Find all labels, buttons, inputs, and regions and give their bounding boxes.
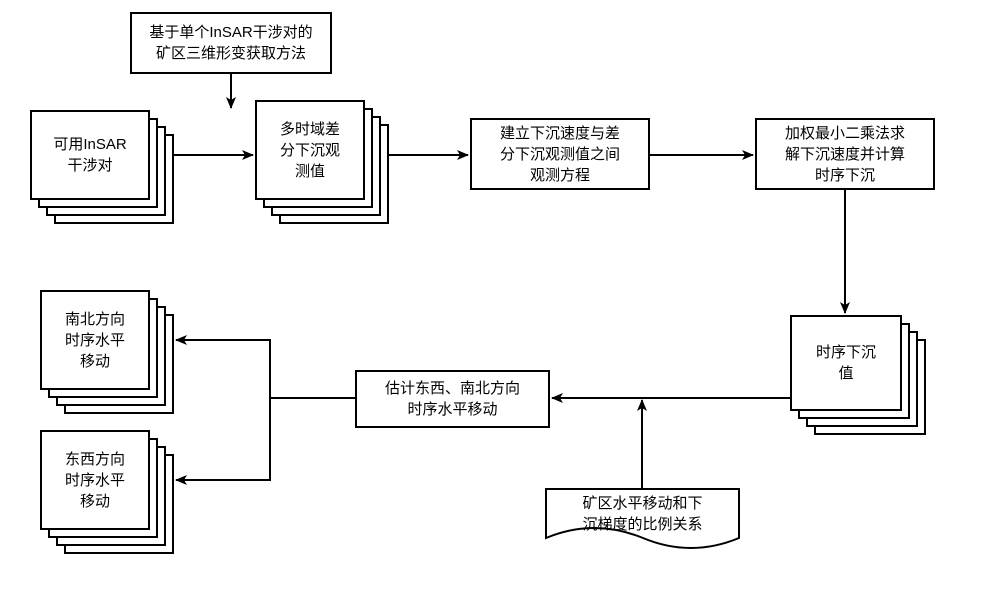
ew-output-label: 东西方向 时序水平 移动 [65,449,125,512]
stack-ns-output: 南北方向 时序水平 移动 [40,290,174,414]
subsidence-values-label: 时序下沉 值 [816,342,876,384]
insar-pairs-label: 可用InSAR 干涉对 [53,134,126,176]
ns-output-label: 南北方向 时序水平 移动 [65,309,125,372]
stack-subsidence-values: 时序下沉 值 [790,315,926,435]
ratio-doc-label: 矿区水平移动和下 沉梯度的比例关系 [582,492,702,534]
multi-temporal-label: 多时域差 分下沉观 测值 [280,119,340,182]
box-least-squares: 加权最小二乘法求 解下沉速度并计算 时序下沉 [755,118,935,190]
estimate-horizontal-label: 估计东西、南北方向 时序水平移动 [385,378,520,420]
box-estimate-horizontal: 估计东西、南北方向 时序水平移动 [355,370,550,428]
least-squares-label: 加权最小二乘法求 解下沉速度并计算 时序下沉 [785,123,905,186]
equation-label: 建立下沉速度与差 分下沉观测值之间 观测方程 [500,123,620,186]
top-method-label: 基于单个InSAR干涉对的 矿区三维形变获取方法 [149,22,312,64]
box-equation: 建立下沉速度与差 分下沉观测值之间 观测方程 [470,118,650,190]
stack-insar-pairs: 可用InSAR 干涉对 [30,110,174,224]
box-top-method: 基于单个InSAR干涉对的 矿区三维形变获取方法 [130,12,332,74]
stack-ew-output: 东西方向 时序水平 移动 [40,430,174,554]
stack-multi-temporal: 多时域差 分下沉观 测值 [255,100,389,224]
doc-ratio: 矿区水平移动和下 沉梯度的比例关系 [545,488,740,554]
